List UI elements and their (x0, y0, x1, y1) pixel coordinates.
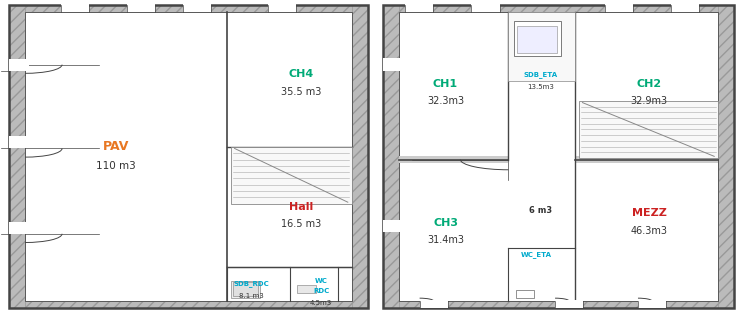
Bar (555, 300, 583, 308)
Bar (9, 222, 29, 234)
Text: SDB_ETA: SDB_ETA (523, 70, 557, 78)
Text: PAV: PAV (103, 140, 129, 153)
Bar (579, 101, 718, 158)
Text: 8.1 m3: 8.1 m3 (239, 293, 264, 299)
Text: 16.5 m3: 16.5 m3 (281, 219, 321, 229)
Bar (9, 137, 29, 148)
Text: 110 m3: 110 m3 (97, 161, 136, 171)
Bar (517, 26, 557, 53)
Bar (514, 21, 561, 56)
Bar (399, 11, 718, 301)
Bar (718, 4, 734, 308)
Text: CH2: CH2 (637, 78, 662, 89)
Bar (383, 4, 399, 308)
Text: 32.9m3: 32.9m3 (631, 96, 668, 106)
Bar (399, 156, 508, 163)
Bar (383, 4, 734, 11)
Bar (638, 300, 666, 308)
Bar (9, 59, 29, 71)
Text: 4.5m3: 4.5m3 (310, 300, 332, 306)
Text: MEZZ: MEZZ (632, 208, 666, 218)
Bar (268, 3, 296, 11)
Bar (383, 58, 401, 71)
Bar (671, 4, 699, 12)
Text: 46.3m3: 46.3m3 (631, 226, 667, 236)
Bar (351, 4, 368, 308)
Bar (297, 286, 316, 293)
Bar (605, 4, 633, 12)
Bar (508, 11, 575, 81)
Bar (9, 4, 368, 11)
Text: WC: WC (315, 278, 328, 284)
Bar (25, 11, 351, 301)
Bar (575, 156, 718, 163)
Text: WC_ETA: WC_ETA (520, 251, 551, 258)
Bar (233, 282, 259, 296)
Text: 6 m3: 6 m3 (529, 206, 552, 215)
Text: RDC: RDC (313, 288, 329, 294)
Bar (127, 3, 155, 11)
Bar (383, 301, 734, 308)
Bar (383, 4, 734, 308)
Text: 32.3m3: 32.3m3 (427, 96, 464, 106)
Bar (405, 4, 433, 12)
Bar (231, 281, 261, 298)
Bar (516, 290, 534, 298)
Text: 35.5 m3: 35.5 m3 (281, 86, 322, 97)
Bar (61, 3, 88, 11)
Bar (471, 4, 499, 12)
Text: CH3: CH3 (433, 218, 458, 228)
Text: 13.5m3: 13.5m3 (527, 84, 554, 90)
Text: CH1: CH1 (433, 78, 458, 89)
Bar (183, 3, 211, 11)
Bar (9, 4, 368, 308)
Bar (383, 219, 401, 232)
Bar (9, 301, 368, 308)
Bar (231, 147, 351, 204)
Bar (9, 4, 25, 308)
Text: CH4: CH4 (288, 69, 314, 79)
Text: SDB_RDC: SDB_RDC (234, 280, 270, 287)
Bar (420, 300, 448, 308)
Text: 31.4m3: 31.4m3 (427, 235, 464, 245)
Text: Hall: Hall (289, 202, 314, 212)
